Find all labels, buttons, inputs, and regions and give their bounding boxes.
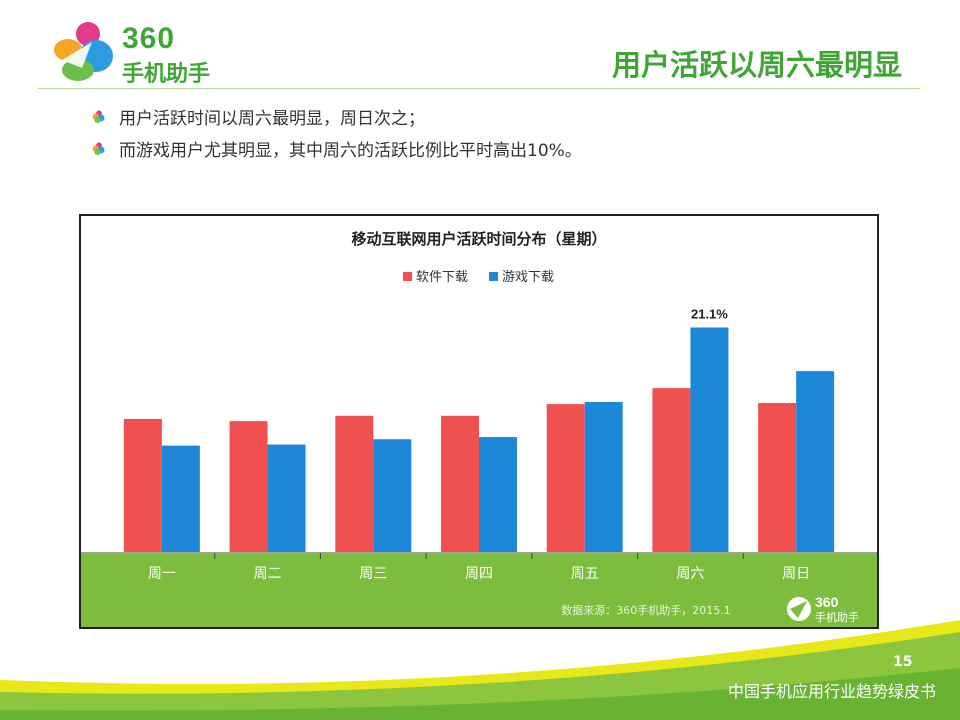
watermark-logo-name: 手机助手 (815, 610, 859, 624)
bar (690, 327, 729, 552)
bullet-logo-icon (92, 110, 105, 123)
x-tick-label: 周三 (359, 566, 387, 582)
bar (546, 404, 585, 552)
source-note: 数据来源：360手机助手，2015.1 (561, 603, 730, 617)
data-labels: 21.1% (691, 306, 728, 321)
title-divider (38, 88, 920, 89)
chart-title: 移动互联网用户活跃时间分布（星期） (351, 230, 606, 248)
bar (441, 415, 479, 552)
bullet-list: 用户活跃时间以周六最明显，周日次之； 而游戏用户尤其明显，其中周六的活跃比例比平… (92, 100, 582, 164)
x-tick-label: 周六 (676, 566, 704, 582)
legend-label: 游戏下载 (502, 270, 554, 285)
bar (335, 415, 374, 552)
bar (758, 403, 797, 552)
watermark-logo-number: 360 (815, 594, 839, 610)
legend-swatch (489, 272, 498, 281)
x-tick-label: 周一 (148, 566, 176, 582)
bar (267, 444, 306, 552)
page-number: 15 (893, 654, 913, 670)
x-tick-label: 周二 (254, 566, 282, 582)
bar (652, 388, 691, 552)
bar-chart: 移动互联网用户活跃时间分布（星期） 软件下载 游戏下载 周一 周二 周三 周四 周五 周六周… (81, 230, 877, 627)
bullet-logo-icon (92, 142, 105, 155)
legend-label: 软件下载 (416, 270, 468, 285)
logo-name: 手机助手 (122, 62, 211, 87)
data-label: 21.1% (691, 306, 728, 321)
footer-swoosh (0, 620, 960, 720)
chart-legend: 软件下载 游戏下载 (403, 270, 554, 285)
logo-number: 360 (122, 22, 176, 55)
watermark-logo: 360 手机助手 (787, 594, 859, 624)
bullet-text: 用户活跃时间以周六最明显，周日次之； (119, 108, 425, 129)
x-tick-label: 周四 (465, 566, 493, 582)
brand-logo: 360 手机助手 (52, 20, 242, 87)
legend-swatch (403, 272, 412, 281)
bar (161, 445, 200, 552)
slide-title: 用户活跃以周六最明显 (611, 48, 902, 82)
x-tick-label: 周日 (782, 566, 810, 582)
bullet-text: 而游戏用户尤其明显，其中周六的活跃比例比平时高出10%。 (119, 140, 582, 161)
bar (479, 437, 517, 552)
category-ticks: 周一 周二 周三 周四 周五 周六 周日 (148, 553, 810, 582)
bar-series (123, 327, 835, 552)
bar (584, 401, 623, 552)
bullet-item: 用户活跃时间以周六最明显，周日次之； (92, 100, 582, 132)
bar (123, 419, 162, 552)
bar (796, 371, 835, 552)
bar (373, 439, 412, 552)
category-axis-band (81, 554, 877, 627)
chart-panel: 移动互联网用户活跃时间分布（星期） 软件下载 游戏下载 周一 周二 周三 周四 周五 周六周… (79, 214, 879, 629)
x-tick-label: 周五 (571, 566, 599, 582)
bullet-item: 而游戏用户尤其明显，其中周六的活跃比例比平时高出10%。 (92, 132, 582, 164)
footer-text: 中国手机应用行业趋势绿皮书 (727, 682, 936, 701)
bar (229, 421, 268, 552)
logo-mark-icon (54, 22, 113, 81)
